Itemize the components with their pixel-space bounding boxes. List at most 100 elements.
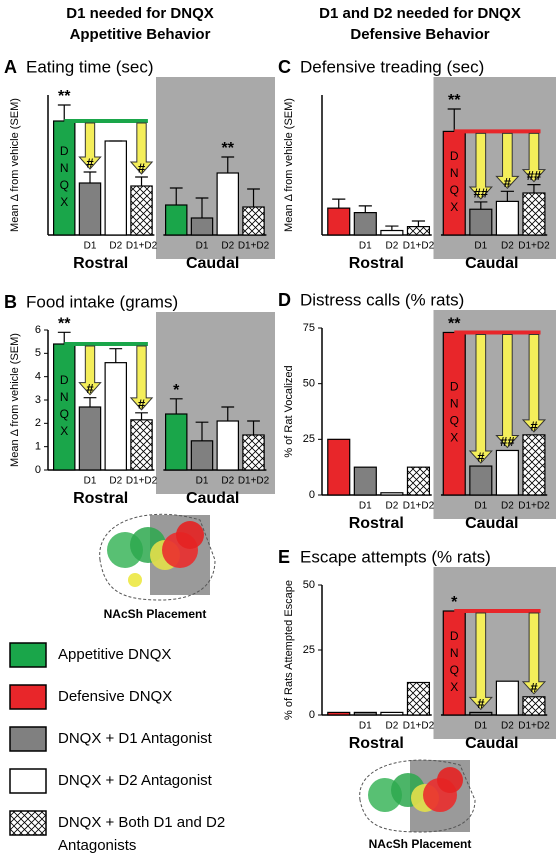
significance-mark: * — [451, 594, 458, 611]
error-bar — [527, 184, 541, 193]
bar — [522, 434, 546, 496]
y-axis-label: Mean Δ from vehicle (SEM) — [9, 98, 21, 232]
bar — [104, 140, 128, 236]
bar — [327, 207, 351, 236]
bar — [165, 413, 188, 471]
x-tick-label: D2 — [385, 241, 398, 252]
y-tick-label: 50 — [303, 579, 315, 591]
error-bar — [447, 108, 461, 132]
placement-label: NAcSh Placement — [369, 837, 472, 851]
error-bar — [109, 348, 123, 363]
bar — [495, 449, 519, 496]
heading: D1 needed for DNQX — [66, 5, 214, 22]
y-tick-label: 1 — [35, 441, 41, 453]
x-tick-label: D1+D2 — [403, 721, 435, 732]
bar — [406, 226, 431, 236]
y-tick-label: 75 — [303, 322, 315, 334]
brain-placement — [359, 759, 476, 833]
x-tick-label: D1+D2 — [238, 241, 270, 252]
bar — [327, 711, 351, 716]
y-tick-label: 25 — [303, 644, 315, 656]
x-tick-label: D1 — [359, 501, 372, 512]
x-tick-label: D1+D2 — [518, 721, 550, 732]
y-axis-label: Mean Δ from vehicle (SEM) — [283, 98, 295, 232]
bar — [130, 185, 153, 236]
panel-letter: E — [278, 547, 290, 567]
group-label: Caudal — [186, 255, 239, 272]
bar — [165, 204, 188, 236]
panel-title: Distress calls (% rats) — [300, 290, 464, 309]
panel-title: Eating time (sec) — [26, 57, 154, 76]
y-axis-label: Mean Δ from vehicle (SEM) — [9, 333, 21, 467]
panel-letter: C — [278, 57, 291, 77]
x-tick-label: D1 — [359, 241, 372, 252]
brain-placement — [99, 513, 216, 601]
error-bar — [247, 420, 260, 435]
y-tick-label: 4 — [35, 371, 41, 383]
legend-label: DNQX + D2 Antagonist — [58, 772, 213, 789]
arrow — [495, 333, 520, 449]
legend-swatch — [9, 726, 47, 752]
group-label: Rostral — [349, 515, 404, 532]
significance-mark: # — [86, 381, 94, 396]
significance-mark: ** — [448, 316, 461, 333]
significance-mark: # — [477, 696, 485, 711]
x-tick-label: D1 — [474, 501, 487, 512]
significance-mark: ** — [222, 140, 235, 157]
x-tick-label: D1+D2 — [518, 501, 550, 512]
y-tick-label: 2 — [35, 417, 41, 429]
group-label: Rostral — [349, 255, 404, 272]
significance-mark: # — [138, 396, 146, 411]
y-tick-label: 6 — [35, 324, 41, 336]
y-tick-label: 5 — [35, 347, 41, 359]
error-bar — [358, 205, 372, 213]
bar — [216, 172, 239, 236]
x-tick-label: D2 — [501, 501, 514, 512]
group-label: Caudal — [465, 735, 518, 752]
significance-mark: # — [504, 175, 512, 190]
arrow — [468, 132, 493, 200]
bar — [469, 711, 493, 716]
bar — [327, 438, 351, 496]
error-bar — [332, 198, 346, 209]
significance-mark: # — [530, 418, 538, 433]
bar — [130, 419, 153, 471]
bar — [380, 711, 404, 716]
error-bar — [247, 188, 260, 207]
heading: Appetitive Behavior — [70, 26, 211, 43]
bar-text: DNQX — [57, 373, 71, 441]
y-axis-label: % of Rats Attempted Escape — [283, 580, 295, 720]
panel-title: Defensive treading (sec) — [300, 57, 484, 76]
bar — [353, 711, 377, 716]
x-tick-label: D1+D2 — [403, 501, 435, 512]
x-tick-label: D1 — [84, 476, 97, 487]
heading: Defensive Behavior — [350, 26, 489, 43]
legend-swatch — [9, 642, 47, 668]
legend-label: DNQX + Both D1 and D2 — [58, 814, 225, 831]
bar — [522, 696, 546, 716]
group-label: Caudal — [465, 515, 518, 532]
group-label: Caudal — [465, 255, 518, 272]
arrow — [468, 333, 493, 464]
x-tick-label: D2 — [221, 241, 234, 252]
error-bar — [195, 197, 209, 218]
y-tick-label: 3 — [35, 394, 41, 406]
error-bar — [135, 176, 148, 186]
error-bar — [411, 220, 426, 227]
legend-label: Antagonists — [58, 837, 136, 853]
y-tick-label: 0 — [35, 464, 41, 476]
bar-text: DNQX — [447, 149, 461, 217]
x-tick-label: D2 — [109, 476, 122, 487]
bar — [522, 192, 546, 236]
error-bar — [83, 397, 97, 407]
bar — [495, 200, 519, 236]
significance-mark: # — [530, 680, 538, 695]
x-tick-label: D1 — [474, 241, 487, 252]
arrow — [521, 333, 547, 433]
x-tick-label: D1+D2 — [518, 241, 550, 252]
arrow — [78, 122, 102, 170]
y-tick-label: 25 — [303, 433, 315, 445]
significance-mark: # — [138, 160, 146, 175]
panel-title: Food intake (grams) — [26, 292, 178, 311]
